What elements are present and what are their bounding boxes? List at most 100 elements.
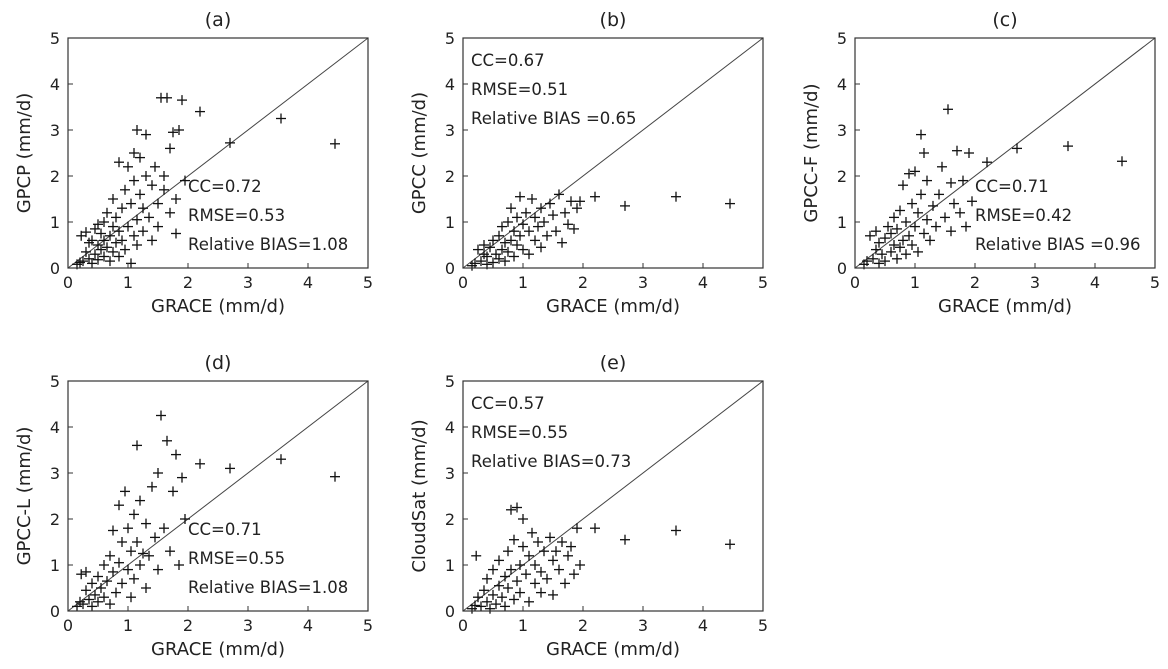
data-point [141, 518, 151, 529]
data-point [569, 569, 579, 580]
data-point [934, 189, 944, 200]
plot-frame [462, 37, 764, 269]
panel-title: (b) [600, 9, 627, 31]
data-point [506, 235, 516, 246]
y-tick-label: 3 [837, 121, 847, 140]
data-point [536, 203, 546, 214]
data-point [512, 212, 522, 223]
y-tick-label: 1 [445, 213, 455, 232]
data-point [111, 587, 121, 598]
y-tick-label: 4 [445, 418, 455, 437]
y-tick-label: 5 [837, 29, 847, 48]
data-point [177, 95, 187, 106]
data-point [108, 566, 118, 577]
data-point [476, 256, 486, 267]
data-point [1117, 156, 1127, 167]
y-tick-label: 5 [445, 29, 455, 48]
data-point [102, 576, 112, 587]
data-point [892, 253, 902, 264]
stat-text: RMSE=0.55 [188, 549, 285, 568]
data-point [153, 564, 163, 575]
data-point [105, 599, 115, 610]
data-point [171, 194, 181, 204]
data-point [886, 246, 896, 257]
y-tick-label: 0 [50, 259, 60, 278]
x-tick-label: 2 [578, 616, 588, 635]
x-tick-label: 0 [63, 616, 73, 635]
data-point [123, 161, 133, 172]
data-point [76, 569, 87, 580]
data-point [503, 546, 513, 557]
data-point [725, 198, 735, 209]
data-point [96, 244, 106, 255]
data-point [494, 253, 504, 264]
data-point [117, 578, 127, 589]
data-point [904, 168, 914, 179]
stat-text: Relative BIAS=0.73 [471, 452, 631, 471]
data-point [955, 207, 965, 218]
data-point [488, 589, 498, 600]
data-point [174, 560, 184, 570]
data-point [132, 240, 142, 250]
data-point [147, 235, 157, 246]
data-point [572, 523, 582, 534]
stat-text: Relative BIAS =0.65 [471, 109, 637, 128]
data-point [117, 203, 127, 214]
data-point [512, 576, 522, 587]
y-tick-label: 2 [445, 167, 455, 186]
data-point [889, 240, 899, 250]
data-point [485, 242, 495, 253]
stat-text: CC=0.71 [188, 520, 262, 539]
data-point [180, 514, 190, 524]
data-point [533, 221, 543, 232]
data-point [889, 212, 899, 223]
data-point [147, 481, 157, 492]
data-point [874, 237, 884, 248]
data-point [563, 550, 573, 561]
x-tick-label: 3 [638, 273, 648, 292]
data-point [530, 212, 540, 223]
stat-text: RMSE=0.51 [471, 80, 568, 99]
data-point [195, 106, 205, 117]
data-point [93, 571, 103, 582]
panel-3: 0 1 2 3 4 5 0 1 2 3 4 5 (d) GRACE (mm/d) GPCC-L (mm/d)… [14, 352, 373, 660]
data-point [530, 578, 540, 589]
data-point [946, 177, 956, 188]
data-point [485, 603, 495, 614]
data-point [509, 251, 519, 262]
y-tick-label: 5 [50, 29, 60, 48]
data-point [114, 226, 124, 237]
data-point [536, 566, 546, 577]
data-point [886, 228, 896, 239]
one-to-one-line [67, 37, 369, 269]
data-point [539, 217, 549, 227]
data-point [862, 256, 872, 267]
x-tick-label: 4 [1090, 273, 1100, 292]
data-point [177, 472, 187, 483]
data-point [126, 592, 136, 603]
data-point [168, 127, 178, 138]
data-point [500, 256, 510, 267]
x-axis-label: GRACE (mm/d) [151, 639, 285, 660]
data-point [548, 210, 558, 221]
data-point [536, 242, 546, 253]
y-tick-label: 2 [837, 167, 847, 186]
data-point [108, 221, 118, 232]
stat-text: CC=0.67 [471, 51, 545, 70]
data-point [171, 449, 181, 460]
data-point [521, 569, 531, 580]
data-point [108, 246, 118, 257]
data-point [123, 221, 133, 232]
plot-frame [67, 37, 369, 269]
y-tick-label: 2 [50, 510, 60, 529]
stat-text: Relative BIAS=1.08 [188, 235, 348, 254]
data-point [572, 203, 582, 214]
data-point [99, 560, 109, 570]
data-point [518, 219, 528, 230]
data-point [144, 550, 154, 561]
data-point [982, 157, 992, 168]
data-point [497, 221, 507, 232]
data-point [153, 221, 163, 232]
data-point [78, 256, 88, 267]
data-point [494, 555, 504, 566]
